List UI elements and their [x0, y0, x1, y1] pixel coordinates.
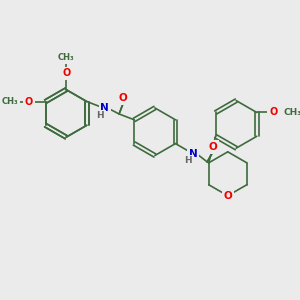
Text: O: O [224, 191, 232, 201]
Text: H: H [96, 111, 104, 120]
Text: N: N [100, 103, 109, 113]
Text: H: H [184, 157, 192, 166]
Text: CH₃: CH₃ [58, 53, 74, 62]
Text: O: O [119, 93, 128, 103]
Text: O: O [62, 68, 70, 78]
Text: N: N [188, 149, 197, 159]
Text: CH₃: CH₃ [2, 97, 18, 106]
Text: O: O [25, 97, 33, 106]
Text: CH₃: CH₃ [283, 108, 300, 117]
Text: O: O [209, 142, 218, 152]
Text: O: O [269, 107, 278, 118]
